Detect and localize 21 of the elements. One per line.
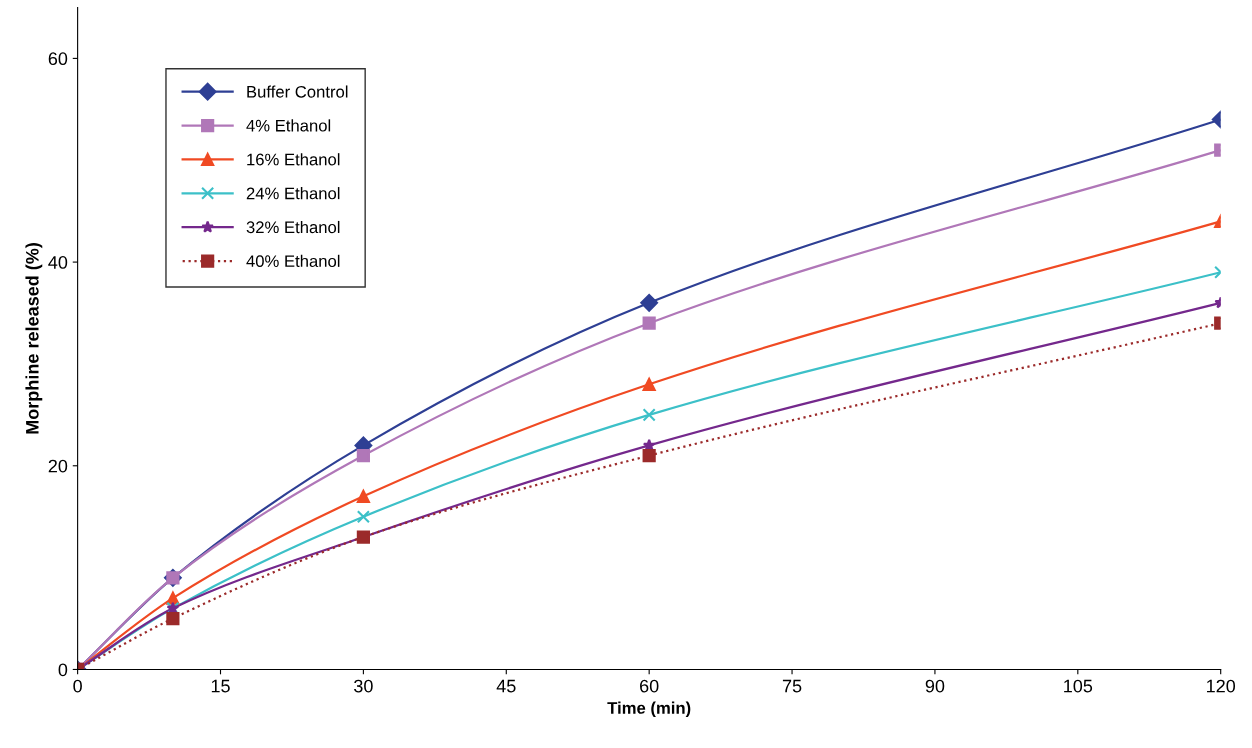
x-tick-label: 45 xyxy=(496,679,516,693)
x-tick-label: 120 xyxy=(1207,679,1236,693)
legend-label: 4% Ethanol xyxy=(246,119,331,132)
x-tick-label: 90 xyxy=(925,679,945,693)
x-tick-label: 0 xyxy=(73,679,82,693)
y-tick-label: 0 xyxy=(58,663,68,677)
x-tick-label: 60 xyxy=(640,679,659,693)
x-tick-label: 105 xyxy=(1064,679,1093,693)
legend-label: 24% Ethanol xyxy=(246,187,340,200)
legend-label: Buffer Control xyxy=(247,85,348,98)
x-axis-title: Time (min) xyxy=(607,701,691,718)
y-tick-label: 40 xyxy=(48,256,68,269)
legend-label: 40% Ethanol xyxy=(246,254,340,268)
y-tick-label: 20 xyxy=(48,459,68,473)
x-tick-label: 75 xyxy=(782,679,802,693)
legend-label: 16% Ethanol xyxy=(247,153,340,166)
legend-label: 32% Ethanol xyxy=(246,220,340,234)
y-axis-title: Morphine released (%) xyxy=(25,243,43,434)
y-tick-label: 60 xyxy=(48,52,68,66)
x-tick-label: 30 xyxy=(354,679,373,693)
x-tick-label: 15 xyxy=(211,679,230,693)
